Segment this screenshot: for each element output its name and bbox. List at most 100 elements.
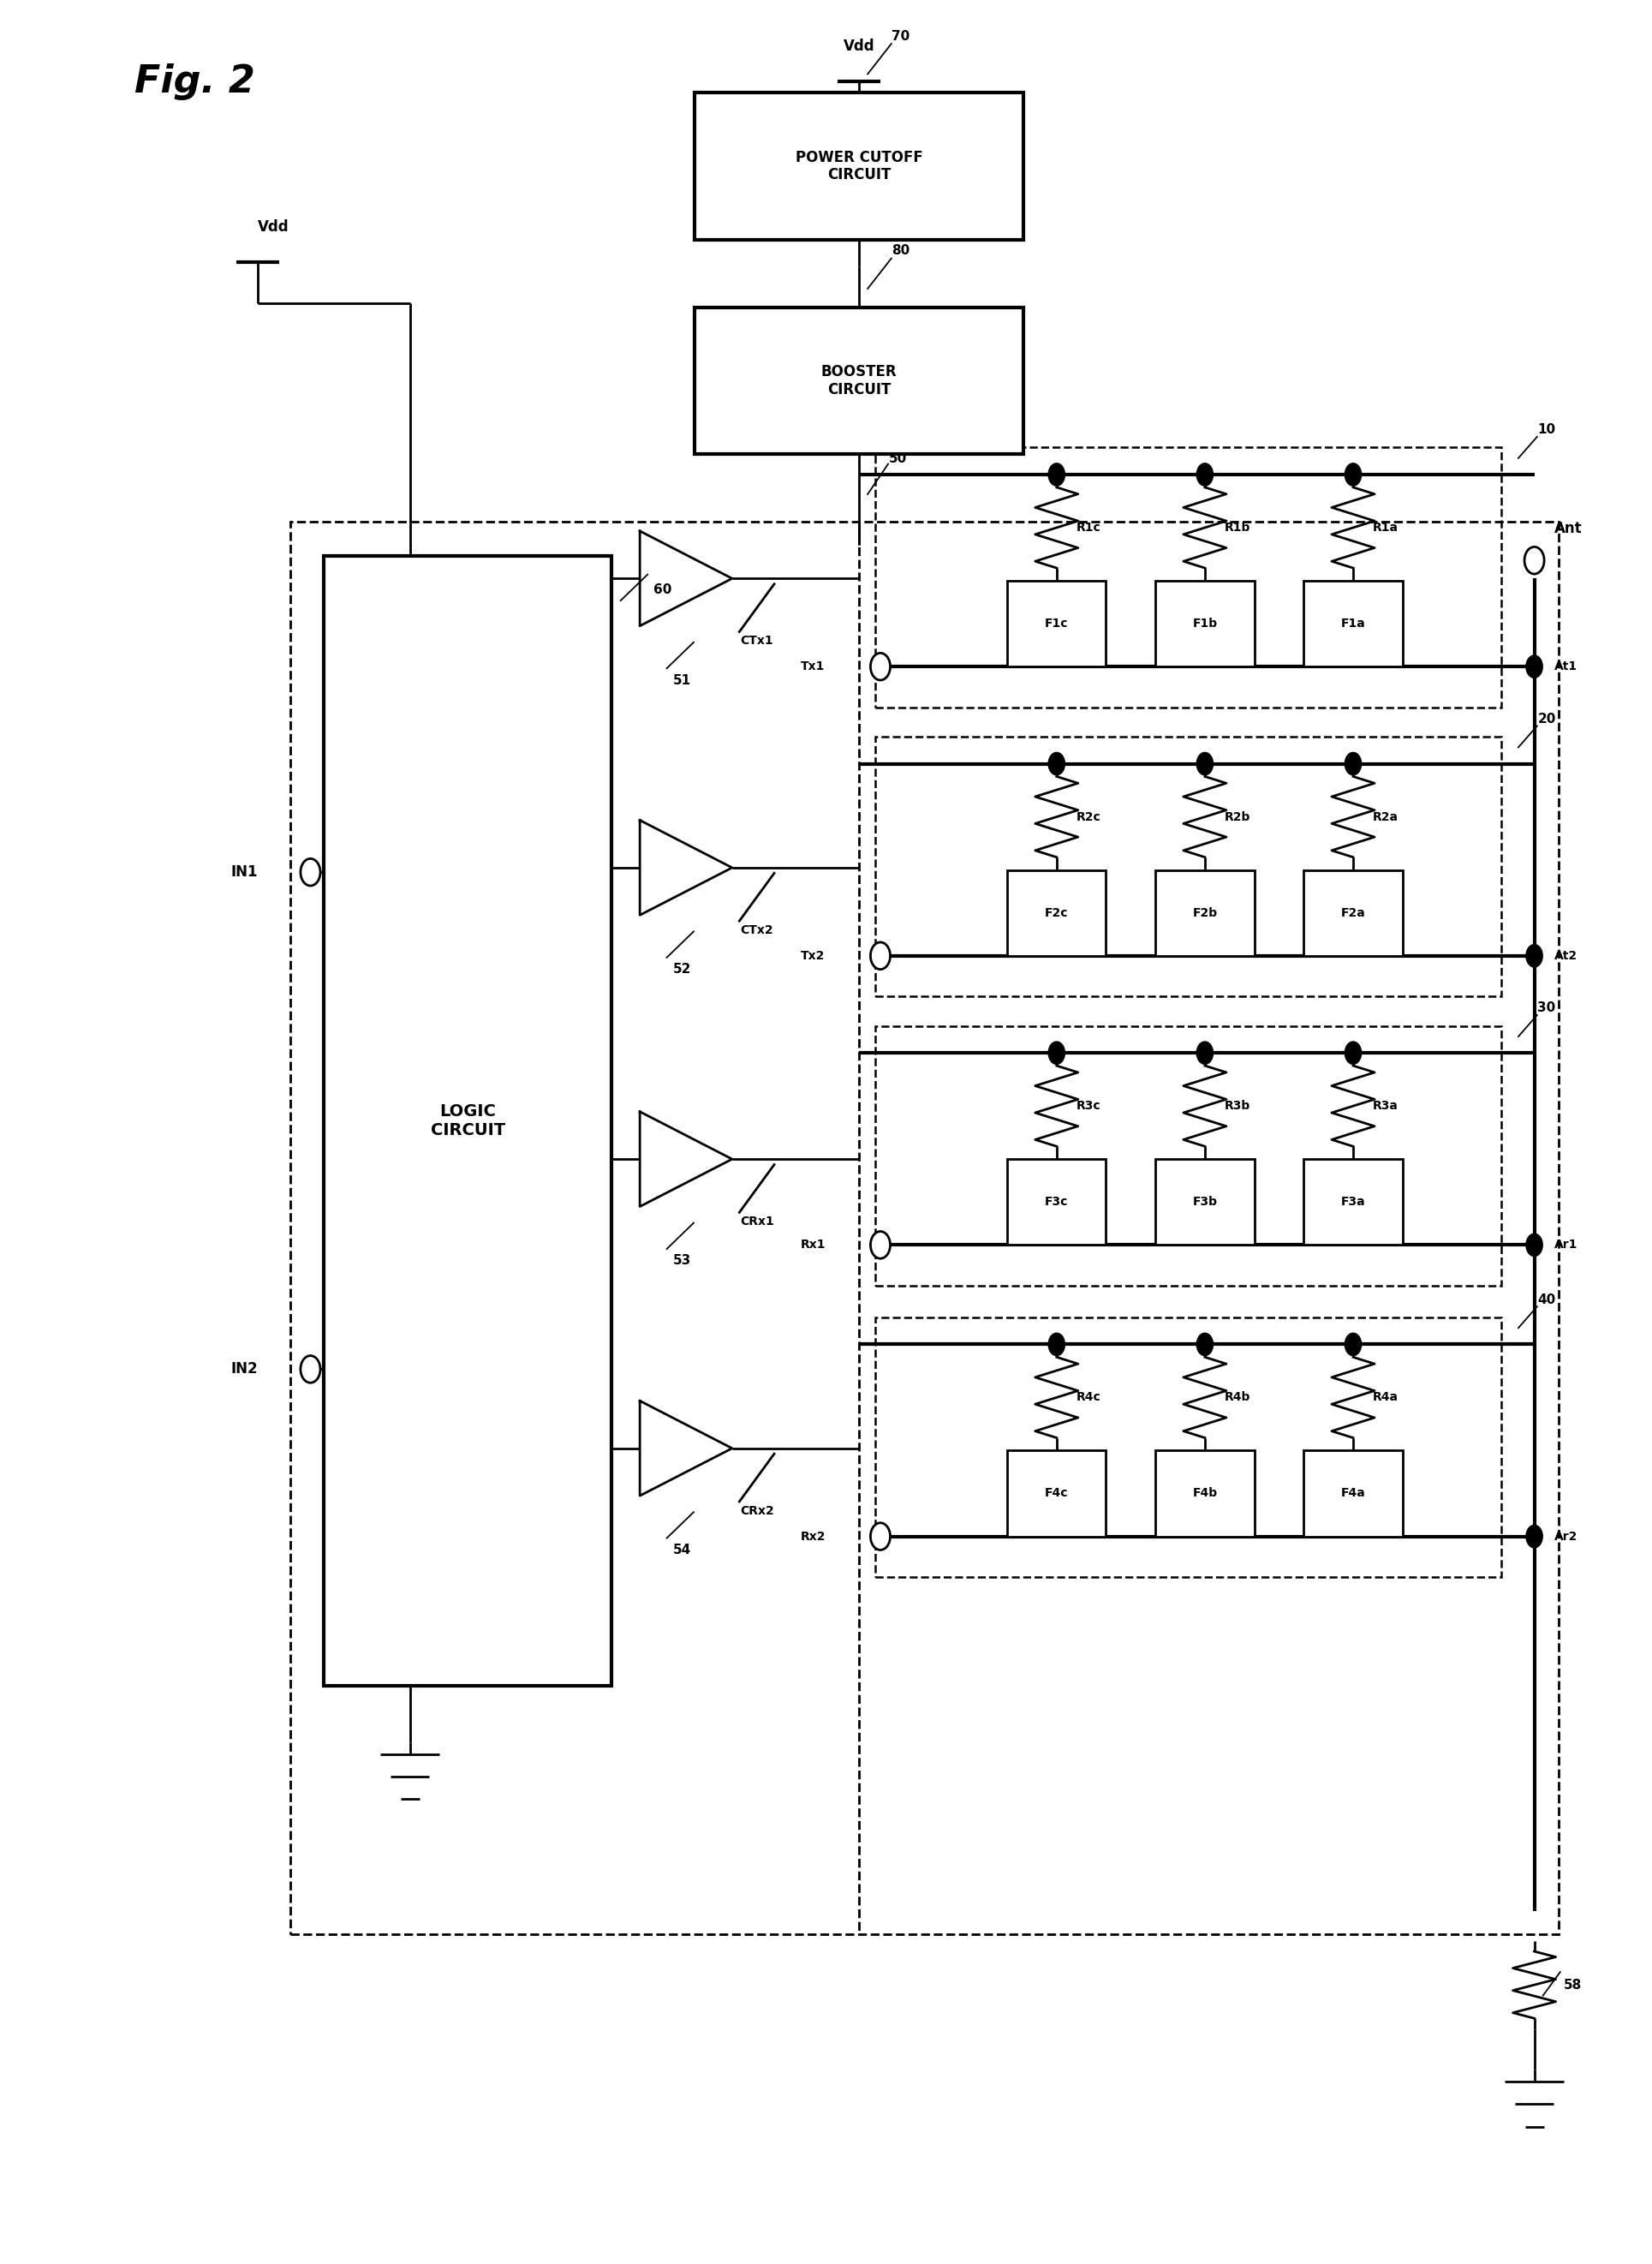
Circle shape bbox=[1345, 752, 1361, 774]
Text: Rx2: Rx2 bbox=[800, 1530, 826, 1542]
Bar bbox=[694, 308, 1024, 455]
Bar bbox=[1303, 1451, 1403, 1537]
Bar bbox=[1008, 1451, 1107, 1537]
Text: 52: 52 bbox=[672, 962, 691, 976]
Text: R3c: R3c bbox=[1077, 1100, 1100, 1112]
Bar bbox=[876, 1026, 1502, 1286]
Text: R4c: R4c bbox=[1077, 1392, 1100, 1404]
Text: R2c: R2c bbox=[1077, 811, 1100, 822]
Text: F3b: F3b bbox=[1193, 1195, 1218, 1209]
Text: At2: At2 bbox=[1555, 951, 1578, 962]
Text: 30: 30 bbox=[1538, 1001, 1556, 1014]
Text: 60: 60 bbox=[653, 584, 671, 595]
Bar bbox=[1303, 869, 1403, 955]
Text: F4a: F4a bbox=[1341, 1487, 1366, 1499]
Text: R1c: R1c bbox=[1077, 521, 1100, 534]
Text: F4b: F4b bbox=[1193, 1487, 1218, 1499]
Circle shape bbox=[1526, 654, 1543, 677]
Text: F2a: F2a bbox=[1341, 908, 1366, 919]
Text: 20: 20 bbox=[1538, 713, 1556, 724]
Text: Vdd: Vdd bbox=[843, 38, 874, 54]
Circle shape bbox=[1049, 752, 1066, 774]
Circle shape bbox=[1049, 1041, 1066, 1064]
Circle shape bbox=[1526, 1234, 1543, 1257]
Text: Rx1: Rx1 bbox=[800, 1238, 826, 1252]
Text: 70: 70 bbox=[892, 29, 910, 43]
Text: Vdd: Vdd bbox=[258, 220, 289, 235]
Text: F1b: F1b bbox=[1193, 618, 1218, 629]
Text: CRx1: CRx1 bbox=[740, 1216, 775, 1227]
Circle shape bbox=[871, 1524, 890, 1551]
Text: 50: 50 bbox=[889, 453, 907, 464]
Circle shape bbox=[1196, 1041, 1213, 1064]
Text: R3b: R3b bbox=[1224, 1100, 1251, 1112]
Circle shape bbox=[871, 652, 890, 679]
Text: LOGIC
CIRCUIT: LOGIC CIRCUIT bbox=[431, 1103, 506, 1139]
Text: 80: 80 bbox=[892, 245, 910, 258]
Text: F2b: F2b bbox=[1193, 908, 1218, 919]
Text: Tx1: Tx1 bbox=[801, 661, 824, 672]
Bar bbox=[1155, 1451, 1254, 1537]
Circle shape bbox=[1049, 1333, 1066, 1356]
Bar bbox=[324, 557, 611, 1684]
Circle shape bbox=[871, 1232, 890, 1259]
Bar bbox=[1155, 582, 1254, 666]
Circle shape bbox=[1049, 464, 1066, 487]
Text: R1a: R1a bbox=[1373, 521, 1399, 534]
Bar bbox=[291, 523, 1559, 1933]
Text: IN1: IN1 bbox=[231, 865, 258, 881]
Bar bbox=[694, 93, 1024, 240]
Circle shape bbox=[301, 1356, 320, 1383]
Text: Tx2: Tx2 bbox=[801, 951, 824, 962]
Text: R2a: R2a bbox=[1373, 811, 1399, 822]
Text: 40: 40 bbox=[1538, 1293, 1556, 1306]
Text: F3a: F3a bbox=[1341, 1195, 1365, 1209]
Text: F3c: F3c bbox=[1046, 1195, 1069, 1209]
Text: IN2: IN2 bbox=[231, 1361, 258, 1377]
Circle shape bbox=[1525, 548, 1545, 575]
Circle shape bbox=[1526, 944, 1543, 967]
Text: F2c: F2c bbox=[1044, 908, 1069, 919]
Text: Ant: Ant bbox=[1555, 521, 1583, 537]
Bar bbox=[1008, 1159, 1107, 1245]
Text: POWER CUTOFF
CIRCUIT: POWER CUTOFF CIRCUIT bbox=[795, 149, 922, 183]
Bar bbox=[876, 736, 1502, 996]
Bar bbox=[1303, 1159, 1403, 1245]
Text: Ar1: Ar1 bbox=[1555, 1238, 1578, 1252]
Text: R4b: R4b bbox=[1224, 1392, 1251, 1404]
Bar bbox=[1155, 869, 1254, 955]
Text: CTx2: CTx2 bbox=[740, 924, 773, 935]
Text: CTx1: CTx1 bbox=[740, 634, 773, 648]
Bar bbox=[1008, 582, 1107, 666]
Bar bbox=[1008, 869, 1107, 955]
Text: R3a: R3a bbox=[1373, 1100, 1399, 1112]
Text: R1b: R1b bbox=[1224, 521, 1251, 534]
Bar bbox=[876, 1318, 1502, 1578]
Circle shape bbox=[871, 942, 890, 969]
Circle shape bbox=[1345, 464, 1361, 487]
Circle shape bbox=[1196, 752, 1213, 774]
Circle shape bbox=[301, 858, 320, 885]
Text: R2b: R2b bbox=[1224, 811, 1251, 822]
Text: 10: 10 bbox=[1538, 423, 1556, 437]
Text: At1: At1 bbox=[1555, 661, 1578, 672]
Text: Fig. 2: Fig. 2 bbox=[134, 63, 254, 100]
Text: 53: 53 bbox=[672, 1254, 691, 1268]
Text: 51: 51 bbox=[672, 675, 691, 686]
Text: F1c: F1c bbox=[1044, 618, 1069, 629]
Text: 54: 54 bbox=[672, 1544, 691, 1555]
Text: CRx2: CRx2 bbox=[740, 1506, 775, 1517]
Circle shape bbox=[1526, 1526, 1543, 1549]
Circle shape bbox=[1196, 464, 1213, 487]
Bar bbox=[1155, 1159, 1254, 1245]
Circle shape bbox=[1196, 1333, 1213, 1356]
Text: 58: 58 bbox=[1564, 1979, 1583, 1992]
Circle shape bbox=[1345, 1333, 1361, 1356]
Text: BOOSTER
CIRCUIT: BOOSTER CIRCUIT bbox=[821, 365, 897, 398]
Text: F4c: F4c bbox=[1044, 1487, 1069, 1499]
Text: Ar2: Ar2 bbox=[1555, 1530, 1578, 1542]
Circle shape bbox=[1345, 1041, 1361, 1064]
Text: R4a: R4a bbox=[1373, 1392, 1399, 1404]
Bar bbox=[876, 448, 1502, 706]
Bar bbox=[1303, 582, 1403, 666]
